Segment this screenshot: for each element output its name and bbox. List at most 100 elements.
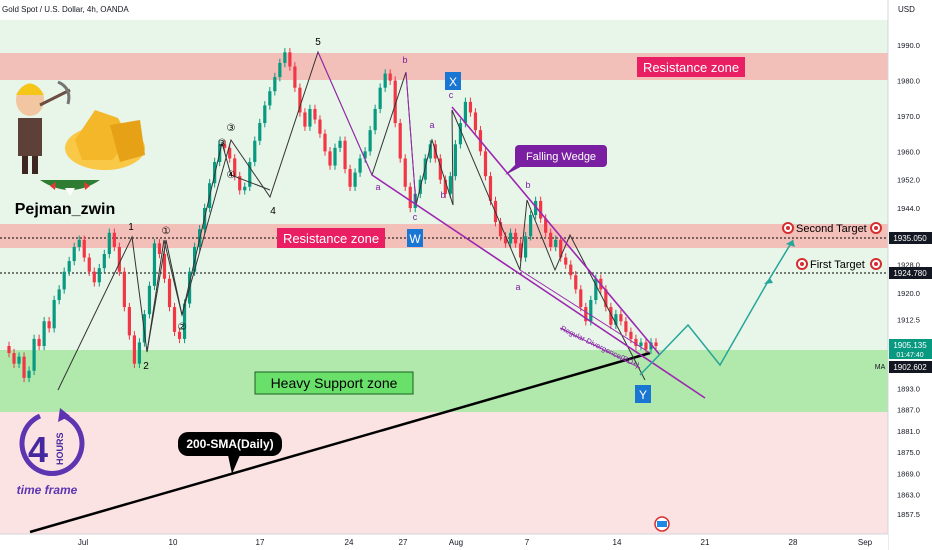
price-tick-label: 1912.5 (897, 315, 920, 324)
candle-body (503, 236, 508, 244)
time-tick-label: 10 (169, 538, 178, 547)
resistance-zone-middle (0, 224, 888, 248)
wedge-lower-line-2 (519, 269, 651, 354)
sub-wave-path (146, 142, 271, 353)
author-name: Pejman_zwin (15, 201, 115, 218)
wave-label-b1: b (402, 55, 407, 65)
wave-label-a1: a (375, 182, 380, 192)
price-tick-label: 1970.0 (897, 112, 920, 121)
candle-body (594, 278, 598, 300)
candle-body (37, 338, 41, 346)
sub-wave-label-4: ④ (227, 170, 236, 181)
second-target-label: Second Target (796, 223, 867, 235)
candle-body (343, 140, 347, 170)
candle-body (378, 87, 382, 109)
time-tick-label: 24 (345, 538, 354, 547)
candle-body (584, 307, 588, 322)
candle-body (564, 257, 568, 265)
candle-body (243, 186, 247, 191)
candle-body (268, 91, 272, 106)
candle-body (579, 289, 583, 308)
candle-body (513, 232, 518, 244)
first-target-label: First Target (810, 259, 865, 271)
price-tick-label: 1944.0 (897, 204, 920, 213)
candle-body (559, 239, 563, 258)
candle-body (147, 285, 152, 315)
candle-body (549, 232, 553, 247)
wave-w-label: W (409, 232, 421, 246)
wave-label-1: 1 (128, 222, 134, 233)
time-tick-label: Jul (78, 538, 88, 547)
candle-body (353, 172, 357, 187)
candle-body (438, 158, 442, 180)
candle-body (258, 123, 262, 141)
timeframe-unit: HOURS (55, 432, 65, 465)
support-label-box (254, 371, 414, 395)
candle-body (12, 353, 16, 364)
candle-body (554, 239, 558, 247)
candle-body (92, 271, 96, 283)
divergence-line (559, 327, 641, 369)
first-target-marker (796, 258, 882, 270)
time-axis-ticks: Jul 10 17 24 27 Aug 7 14 21 28 Sep (78, 538, 873, 547)
price-tick-label: 1980.0 (897, 77, 920, 86)
candle-body (82, 239, 86, 258)
candle-body (463, 101, 468, 124)
wave-label-c1: c (413, 212, 418, 222)
time-tick-label: Sep (858, 538, 873, 547)
time-tick-label: 28 (789, 538, 798, 547)
candle-body (72, 246, 76, 262)
candle-body (388, 73, 392, 81)
candle-body (102, 254, 106, 269)
second-target-marker (782, 222, 882, 234)
candle-body (182, 303, 187, 339)
candle-body (448, 176, 452, 194)
candle-body (323, 133, 327, 152)
economic-event-flag-icon[interactable] (654, 516, 670, 532)
candle-body (639, 342, 643, 346)
wave-label-4: 4 (270, 206, 276, 217)
price-tick-label: 1990.0 (897, 41, 920, 50)
candle-body (22, 356, 26, 378)
falling-wedge-label: Falling Wedge (526, 151, 596, 163)
projection-arrow-1 (764, 278, 773, 284)
candle-body (393, 80, 397, 124)
timeframe-number: 4 (28, 429, 48, 470)
time-tick-label: 17 (256, 538, 265, 547)
candle-body (473, 112, 478, 131)
timeframe-caption: time frame (17, 483, 78, 497)
resistance-top-label-box (637, 57, 745, 77)
wave-label-c2: c (449, 90, 454, 100)
candle-body (32, 338, 36, 371)
candle-body (358, 158, 362, 173)
last-price-countdown: 01:47:40 (896, 352, 923, 359)
first-target-badge: 1924.780 (893, 269, 927, 278)
price-tick-label: 1875.0 (897, 448, 920, 457)
price-tick-label: 1857.5 (897, 510, 920, 519)
ma-tag: MA (875, 364, 886, 371)
candle-body (348, 169, 352, 187)
candle-body (62, 271, 66, 290)
candle-body (443, 179, 447, 194)
candle-body (609, 307, 613, 325)
time-tick-label: 21 (701, 538, 710, 547)
candle-body (398, 123, 402, 159)
sub-wave-label-3b: ③ (218, 138, 227, 149)
candle-body (458, 123, 462, 145)
price-tick-label: 1960.0 (897, 147, 920, 156)
heavy-support-zone (0, 350, 888, 412)
candle-body (488, 176, 493, 201)
time-tick-label: 14 (613, 538, 622, 547)
candle-body (544, 218, 548, 233)
wave-w-box (407, 229, 423, 247)
candle-body (57, 289, 61, 300)
candle-body (172, 307, 177, 332)
candle-body (283, 52, 287, 63)
candle-body (132, 335, 136, 364)
candle-body (87, 257, 91, 272)
candle-body (117, 246, 121, 272)
candle-body (263, 105, 267, 124)
projection-arrow-2 (786, 240, 795, 247)
candle-body (529, 215, 533, 237)
sub-wave-label-2: ② (178, 322, 187, 333)
